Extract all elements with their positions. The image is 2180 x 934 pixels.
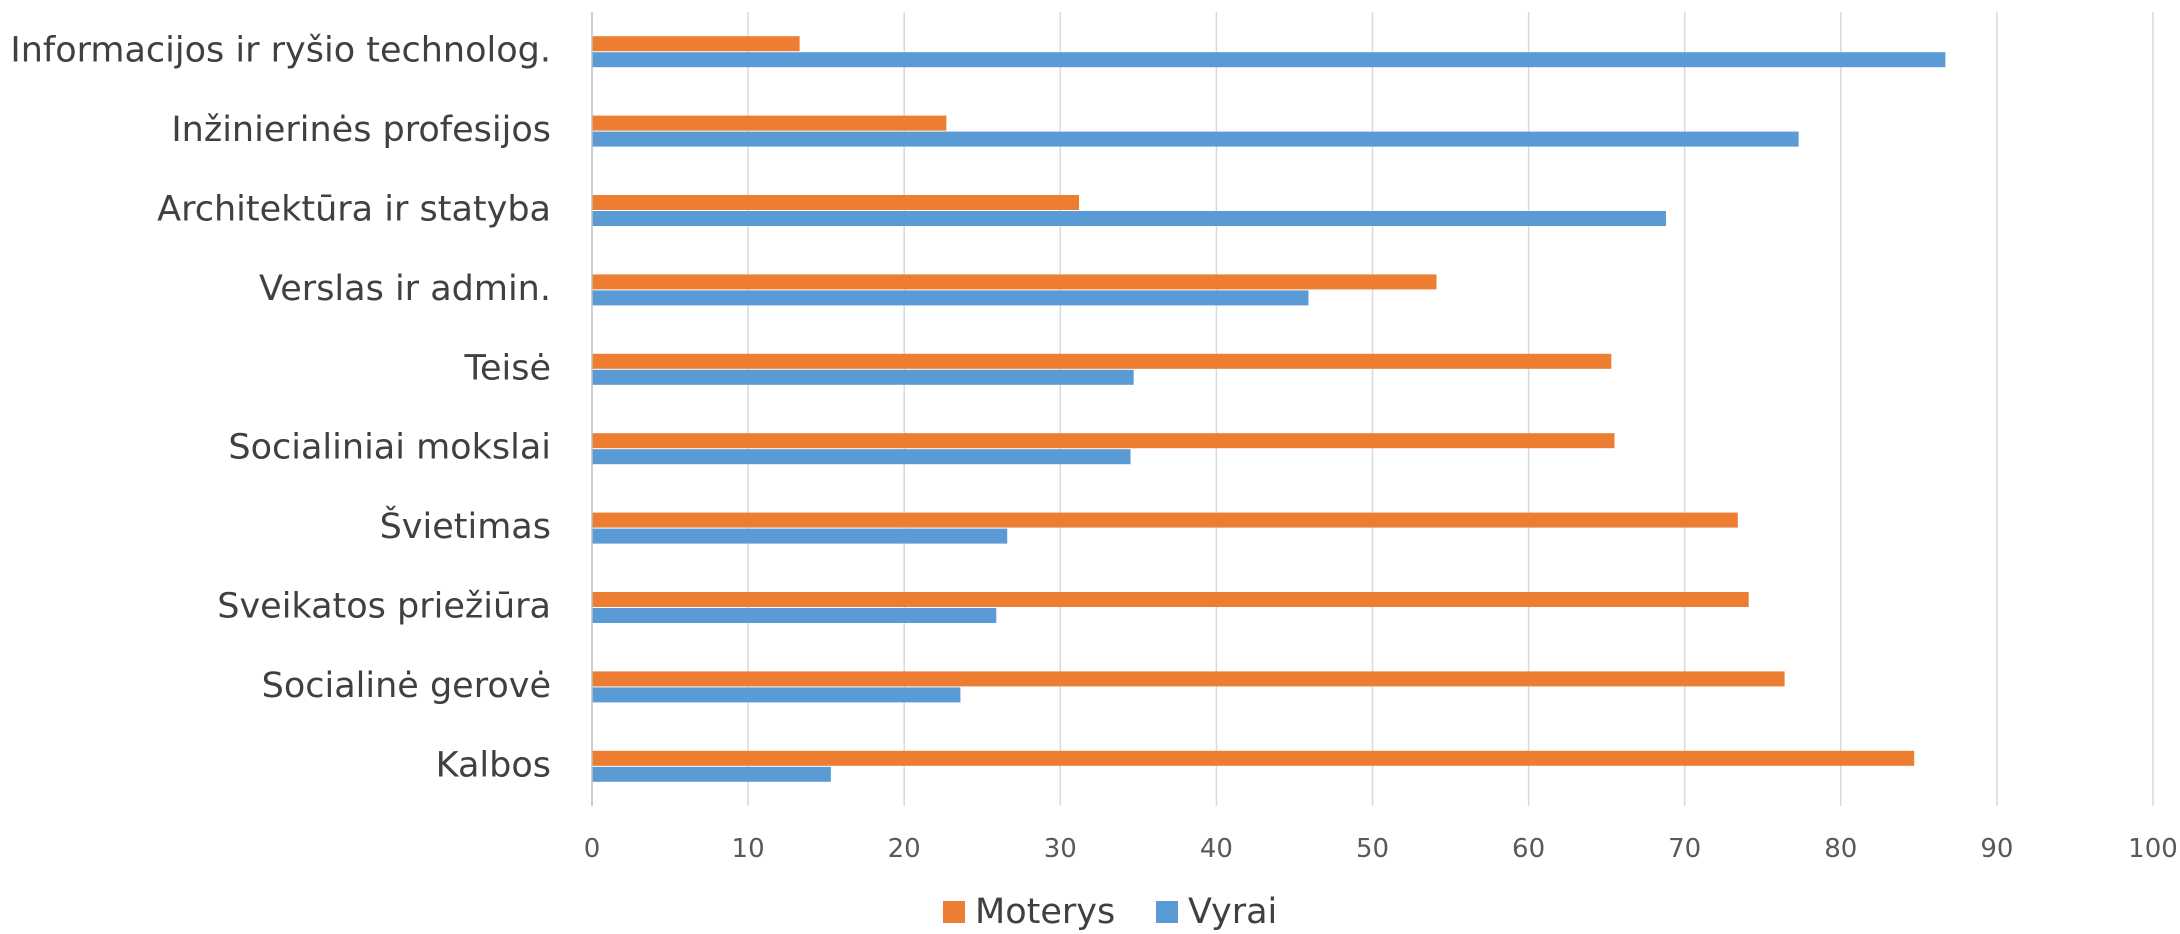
legend-label: Moterys [975, 892, 1115, 932]
x-tick-label: 60 [1512, 834, 1545, 864]
bar-moterys [592, 592, 1749, 607]
category-label: Socialinė gerovė [262, 666, 551, 706]
bar-vyrai [592, 687, 961, 703]
category-labels: Informacijos ir ryšio technolog. Inžinier… [10, 31, 551, 786]
x-tick-labels: 0 10 20 30 40 50 60 70 80 90 100 [584, 834, 2178, 864]
x-tick-label: 0 [584, 834, 601, 864]
legend: Moterys Vyrai [943, 892, 1277, 932]
bar-vyrai [592, 528, 1008, 544]
bar-moterys [592, 274, 1437, 290]
x-tick-label: 80 [1824, 834, 1857, 864]
category-label: Socialiniai mokslai [228, 428, 551, 468]
legend-swatch-vyrai [1156, 901, 1178, 923]
bar-moterys [592, 36, 800, 52]
bar-moterys [592, 671, 1785, 687]
category-label: Informacijos ir ryšio technolog. [10, 31, 551, 71]
x-tick-label: 10 [732, 834, 765, 864]
bar-vyrai [592, 131, 1799, 147]
category-label: Švietimas [380, 505, 551, 547]
x-tick-label: 20 [888, 834, 921, 864]
x-tick-label: 100 [2128, 834, 2178, 864]
category-label: Verslas ir admin. [259, 269, 551, 309]
category-label: Teisė [464, 348, 551, 388]
category-label: Inžinierinės profesijos [171, 110, 551, 150]
bar-vyrai [592, 608, 997, 623]
x-tick-label: 30 [1044, 834, 1077, 864]
category-label: Kalbos [436, 745, 551, 785]
bar-vyrai [592, 449, 1131, 465]
bar-moterys [592, 353, 1612, 369]
x-tick-label: 70 [1668, 834, 1701, 864]
x-tick-label: 40 [1200, 834, 1233, 864]
bar-moterys [592, 512, 1738, 528]
bar-vyrai [592, 290, 1309, 306]
bar-vyrai [592, 369, 1134, 385]
bar-vyrai [592, 766, 831, 782]
bar-moterys [592, 115, 947, 131]
bar-moterys [592, 433, 1615, 449]
bar-vyrai [592, 211, 1666, 226]
bar-moterys [592, 195, 1080, 210]
x-tick-label: 90 [1980, 834, 2013, 864]
x-tick-label: 50 [1356, 834, 1389, 864]
legend-swatch-moterys [943, 901, 965, 923]
legend-label: Vyrai [1188, 892, 1277, 932]
category-label: Sveikatos priežiūra [217, 587, 551, 627]
bar-vyrai [592, 52, 1946, 68]
bars [592, 36, 1946, 782]
category-label: Architektūra ir statyba [157, 190, 551, 230]
bar-moterys [592, 750, 1915, 766]
gridlines [747, 12, 2154, 806]
